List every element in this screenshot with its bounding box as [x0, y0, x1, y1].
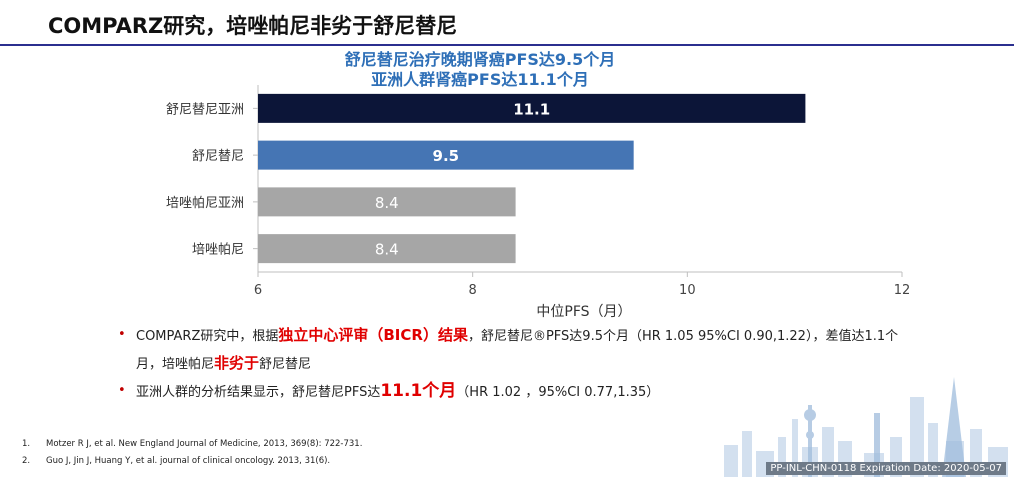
document-code: PP-INL-CHN-0118 Expiration Date: 2020-05… [766, 462, 1006, 475]
category-label: 培唑帕尼 [192, 242, 244, 258]
bar [258, 140, 634, 170]
data-label: 9.5 [433, 147, 460, 165]
x-tick-label: 12 [894, 283, 911, 298]
reference-number: 1. [22, 439, 31, 449]
category-label: 舒尼替尼亚洲 [166, 102, 244, 117]
bar [258, 187, 516, 217]
reference-item: 2. Guo J, Jin J, Huang Y, et al. journal … [22, 453, 362, 470]
chart-title-line-2: 亚洲人群肾癌PFS达11.1个月 [371, 70, 589, 89]
finding-text: （HR 1.02 ，95%CI 0.77,1.35） [456, 385, 660, 400]
x-axis-title: 中位PFS（月） [536, 304, 631, 320]
x-tick-label: 6 [254, 283, 262, 298]
x-tick-label: 8 [469, 283, 477, 298]
slide-title: COMPARZ研究，培唑帕尼非劣于舒尼替尼 [48, 14, 458, 38]
x-tick-label: 10 [679, 283, 696, 298]
reference-text: Motzer R J, et al. New England Journal o… [46, 439, 363, 449]
bar [258, 234, 516, 264]
finding-text: 亚洲人群的分析结果显示，舒尼替尼PFS达 [136, 385, 381, 400]
title-divider [0, 44, 1014, 46]
references: 1. Motzer R J, et al. New England Journal… [22, 436, 362, 470]
finding-highlight: 独立中心评审（BICR）结果 [278, 326, 468, 344]
city-skyline-graphic [724, 377, 1008, 477]
finding-highlight: 11.1个月 [380, 381, 457, 401]
finding-item: COMPARZ研究中，根据独立中心评审（BICR）结果，舒尼替尼®PFS达9.5… [116, 322, 916, 378]
data-label: 11.1 [513, 100, 550, 118]
findings-list: COMPARZ研究中，根据独立中心评审（BICR）结果，舒尼替尼®PFS达9.5… [116, 322, 916, 406]
category-label: 舒尼替尼 [192, 149, 244, 164]
pfs-bar-chart: 舒尼替尼亚洲 11.1 舒尼替尼 9.5 培唑帕尼亚洲 8.4 培唑帕尼 8.4 6 8 10 12 中… [166, 85, 911, 320]
data-label: 8.4 [375, 194, 399, 212]
reference-text: Guo J, Jin J, Huang Y, et al. journal of… [46, 456, 331, 466]
reference-number: 2. [22, 456, 31, 466]
data-label: 8.4 [375, 241, 399, 259]
bar [258, 93, 806, 123]
reference-item: 1. Motzer R J, et al. New England Journal… [22, 436, 362, 453]
category-label: 培唑帕尼亚洲 [166, 195, 244, 211]
finding-text: COMPARZ研究中，根据 [136, 329, 279, 344]
finding-item: 亚洲人群的分析结果显示，舒尼替尼PFS达11.1个月（HR 1.02 ，95%C… [116, 378, 916, 406]
finding-highlight: 非劣于 [214, 354, 260, 372]
chart-title-line-1: 舒尼替尼治疗晚期肾癌PFS达9.5个月 [344, 50, 616, 69]
finding-text: 舒尼替尼 [259, 357, 312, 372]
finding-text: ，舒尼替尼®PFS达9.5个月（HR 1.05 95%CI 0.90,1.22）… [136, 329, 899, 372]
